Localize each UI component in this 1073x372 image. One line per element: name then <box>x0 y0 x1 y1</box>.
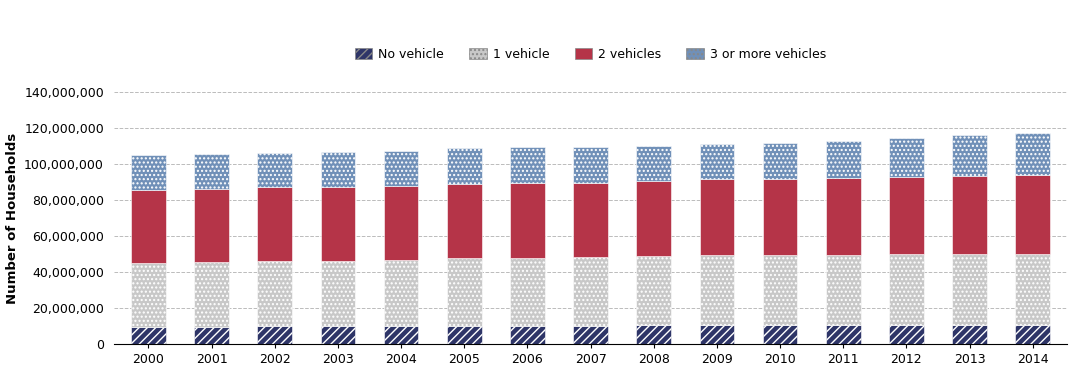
Bar <box>700 180 734 255</box>
Bar <box>258 326 292 344</box>
Bar <box>952 325 987 344</box>
Bar <box>636 146 671 181</box>
Bar <box>573 183 608 257</box>
Bar <box>826 255 861 325</box>
Bar <box>573 257 608 326</box>
Bar <box>446 326 482 344</box>
Bar <box>573 147 608 183</box>
Bar <box>258 187 292 261</box>
Y-axis label: Number of Households: Number of Households <box>5 133 18 304</box>
Bar <box>826 178 861 255</box>
Bar <box>510 326 545 344</box>
Bar <box>952 135 987 176</box>
Bar <box>1015 175 1050 254</box>
Bar <box>131 327 166 344</box>
Bar <box>258 153 292 187</box>
Bar <box>826 325 861 344</box>
Bar <box>258 261 292 326</box>
Bar <box>510 147 545 183</box>
Bar <box>1015 325 1050 344</box>
Bar <box>636 181 671 256</box>
Bar <box>826 141 861 178</box>
Bar <box>890 177 924 254</box>
Bar <box>194 189 229 262</box>
Bar <box>636 256 671 325</box>
Bar <box>952 176 987 254</box>
Bar <box>1015 254 1050 325</box>
Bar <box>321 187 355 261</box>
Bar <box>321 261 355 326</box>
Bar <box>321 153 355 187</box>
Bar <box>763 143 797 179</box>
Bar <box>131 263 166 327</box>
Bar <box>446 148 482 184</box>
Bar <box>763 255 797 325</box>
Bar <box>194 327 229 344</box>
Bar <box>131 190 166 263</box>
Bar <box>384 151 418 186</box>
Bar <box>890 254 924 325</box>
Bar <box>1015 133 1050 175</box>
Bar <box>510 183 545 257</box>
Bar <box>194 262 229 327</box>
Legend: No vehicle, 1 vehicle, 2 vehicles, 3 or more vehicles: No vehicle, 1 vehicle, 2 vehicles, 3 or … <box>350 43 832 66</box>
Bar <box>194 154 229 189</box>
Bar <box>700 325 734 344</box>
Bar <box>384 186 418 260</box>
Bar <box>384 326 418 344</box>
Bar <box>510 257 545 326</box>
Bar <box>890 138 924 177</box>
Bar <box>763 179 797 255</box>
Bar <box>446 259 482 326</box>
Bar <box>636 325 671 344</box>
Bar <box>131 155 166 190</box>
Bar <box>321 326 355 344</box>
Bar <box>700 255 734 325</box>
Bar <box>446 184 482 259</box>
Bar <box>890 325 924 344</box>
Bar <box>763 325 797 344</box>
Bar <box>384 260 418 326</box>
Bar <box>700 144 734 180</box>
Bar <box>952 254 987 325</box>
Bar <box>573 326 608 344</box>
